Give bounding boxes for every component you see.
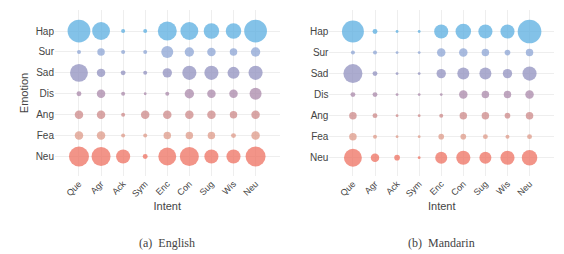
svg-text:(a) English: (a) English [139, 236, 195, 250]
svg-text:Neu: Neu [241, 179, 260, 198]
svg-text:Intent: Intent [154, 200, 182, 212]
svg-text:Que: Que [64, 179, 83, 198]
svg-text:Hap: Hap [310, 26, 329, 37]
svg-text:Fea: Fea [37, 130, 55, 141]
svg-text:Neu: Neu [310, 152, 328, 163]
svg-text:Ack: Ack [384, 179, 402, 197]
svg-text:Sym: Sym [404, 179, 424, 199]
svg-text:Emotion: Emotion [18, 73, 30, 113]
svg-text:Dis: Dis [314, 89, 328, 100]
svg-text:Sug: Sug [472, 179, 490, 197]
svg-text:Intent: Intent [428, 200, 456, 212]
svg-text:Sur: Sur [313, 47, 329, 58]
svg-text:Agr: Agr [363, 179, 380, 196]
svg-text:Ang: Ang [311, 110, 329, 121]
svg-text:Enc: Enc [154, 179, 172, 197]
svg-text:Hap: Hap [36, 26, 55, 37]
svg-text:Con: Con [175, 179, 194, 198]
svg-text:Fea: Fea [311, 131, 329, 142]
svg-text:Ack: Ack [110, 179, 128, 197]
svg-text:Sur: Sur [38, 46, 54, 57]
svg-text:Neu: Neu [515, 179, 534, 198]
svg-text:Sad: Sad [311, 68, 329, 79]
svg-text:Wis: Wis [494, 179, 512, 197]
svg-text:Wis: Wis [220, 179, 238, 197]
svg-text:Sym: Sym [130, 179, 150, 199]
svg-text:Sad: Sad [36, 67, 54, 78]
svg-text:(b) Mandarin: (b) Mandarin [408, 236, 475, 250]
svg-text:Dis: Dis [40, 88, 54, 99]
svg-text:Ang: Ang [36, 109, 54, 120]
svg-text:Neu: Neu [36, 151, 54, 162]
svg-text:Sug: Sug [198, 179, 216, 197]
svg-text:Enc: Enc [428, 179, 446, 197]
svg-text:Que: Que [338, 179, 357, 198]
svg-text:Agr: Agr [89, 179, 106, 196]
svg-text:Con: Con [449, 179, 468, 198]
